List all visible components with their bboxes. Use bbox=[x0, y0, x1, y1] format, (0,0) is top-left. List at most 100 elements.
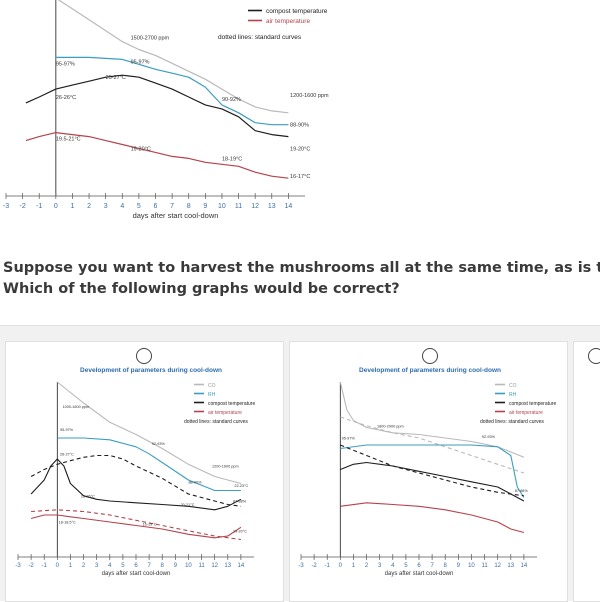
x-tick-label: 4 bbox=[108, 563, 112, 569]
data-label: 1800-2900 ppm bbox=[377, 424, 404, 428]
x-tick-label: 9 bbox=[203, 203, 207, 210]
series-line bbox=[340, 444, 525, 498]
option-c-radio[interactable] bbox=[588, 348, 600, 364]
x-tick-label: 5 bbox=[137, 203, 141, 210]
x-tick-label: 6 bbox=[417, 563, 421, 569]
x-tick-label: 12 bbox=[211, 563, 218, 569]
x-tick-label: 9 bbox=[174, 563, 178, 569]
x-tick-label: 13 bbox=[268, 203, 276, 210]
data-label: 95-97% bbox=[342, 437, 356, 441]
legend-label: CO bbox=[509, 383, 517, 389]
series-line bbox=[30, 458, 242, 511]
x-tick-label: 13 bbox=[224, 563, 231, 569]
x-tick-label: 8 bbox=[161, 563, 165, 569]
option-card-b[interactable]: Development of parameters during cool-do… bbox=[289, 341, 568, 602]
x-tick-label: 6 bbox=[154, 203, 158, 210]
x-tick-label: 3 bbox=[378, 563, 382, 569]
legend-note: dotted lines: standard curves bbox=[480, 419, 544, 425]
chart-title: Development of parameters during cool-do… bbox=[359, 367, 501, 374]
data-label: 87-88% bbox=[515, 489, 529, 493]
x-tick-label: 6 bbox=[134, 563, 138, 569]
x-tick-label: 9 bbox=[457, 563, 461, 569]
series-line bbox=[57, 437, 241, 492]
x-tick-label: 1 bbox=[69, 563, 73, 569]
x-tick-label: 11 bbox=[198, 563, 205, 569]
legend-label: RH bbox=[208, 392, 216, 398]
x-tick-label: 4 bbox=[120, 203, 124, 210]
data-label: 26-26°C bbox=[56, 95, 76, 101]
x-tick-label: 10 bbox=[185, 563, 192, 569]
x-tick-label: -3 bbox=[15, 563, 21, 569]
option-b-radio[interactable] bbox=[422, 348, 438, 364]
x-tick-label: 4 bbox=[391, 563, 395, 569]
x-tick-label: 7 bbox=[147, 563, 151, 569]
data-label: 19-20°C bbox=[290, 146, 310, 152]
x-tick-label: 7 bbox=[170, 203, 174, 210]
x-tick-label: 11 bbox=[481, 563, 488, 569]
x-tick-label: 2 bbox=[82, 563, 86, 569]
legend-label: compost temperature bbox=[266, 8, 328, 15]
option-card-c[interactable] bbox=[573, 341, 600, 602]
question-line-1: Suppose you want to harvest the mushroom… bbox=[3, 260, 600, 276]
x-tick-label: 10 bbox=[218, 203, 226, 210]
x-tick-label: 3 bbox=[95, 563, 99, 569]
data-label: 95-97% bbox=[56, 61, 75, 67]
series-line bbox=[57, 0, 289, 114]
data-label: 19-20°C bbox=[233, 529, 247, 533]
data-label: 90-92% bbox=[222, 97, 241, 103]
series-line bbox=[339, 381, 525, 458]
x-axis-label: days after start cool-down bbox=[133, 211, 219, 220]
x-tick-label: 0 bbox=[56, 563, 60, 569]
x-tick-label: -1 bbox=[42, 563, 48, 569]
legend-label: compost temperature bbox=[509, 401, 556, 407]
data-label: 95-97% bbox=[131, 59, 150, 65]
x-tick-label: 14 bbox=[238, 563, 245, 569]
series-line bbox=[340, 444, 524, 497]
data-label: 95-97% bbox=[60, 428, 74, 432]
legend-note: dotted lines: standard curves bbox=[218, 34, 302, 41]
x-axis-label: days after start cool-down bbox=[102, 571, 171, 577]
data-label: 18-18.5°C bbox=[59, 521, 76, 525]
question-line-2: Which of the following graphs would be c… bbox=[3, 281, 400, 297]
option-card-a[interactable]: Development of parameters during cool-do… bbox=[5, 341, 284, 602]
data-label: 92-93% bbox=[152, 442, 166, 446]
series-line bbox=[31, 509, 241, 541]
legend-label: compost temperature bbox=[208, 401, 255, 407]
x-tick-label: 11 bbox=[235, 203, 242, 210]
series-line bbox=[340, 461, 525, 502]
x-tick-label: 2 bbox=[87, 203, 91, 210]
legend-label: air temperature bbox=[509, 410, 543, 416]
data-label: 1000-1600 ppm bbox=[63, 405, 90, 409]
x-axis-label: days after start cool-down bbox=[385, 571, 454, 577]
x-tick-label: 1 bbox=[70, 203, 74, 210]
data-label: 88-90% bbox=[290, 123, 309, 129]
x-tick-label: 14 bbox=[521, 563, 528, 569]
x-tick-label: -2 bbox=[19, 203, 25, 210]
x-tick-label: -3 bbox=[3, 203, 9, 210]
option-a-radio[interactable] bbox=[136, 348, 152, 364]
series-line bbox=[30, 454, 241, 507]
x-tick-label: 3 bbox=[104, 203, 108, 210]
data-label: 19-20°C bbox=[131, 146, 151, 152]
x-tick-label: 12 bbox=[494, 563, 501, 569]
x-tick-label: 13 bbox=[507, 563, 514, 569]
data-label: 16-17°C bbox=[290, 174, 310, 180]
data-label: 26-27°C bbox=[60, 452, 74, 456]
data-label: 25-26°C bbox=[81, 494, 95, 498]
data-label: 1200-1600 ppm bbox=[290, 93, 329, 99]
data-label: 1500-2700 ppm bbox=[131, 36, 170, 42]
x-tick-label: 5 bbox=[121, 563, 125, 569]
data-label: 92-93% bbox=[482, 435, 496, 439]
option-b-chart: Development of parameters during cool-do… bbox=[298, 367, 556, 577]
series-line bbox=[25, 74, 289, 138]
data-label: 19.5-21°C bbox=[56, 137, 81, 143]
x-tick-label: 2 bbox=[365, 563, 369, 569]
data-label: 25-27°C bbox=[106, 75, 126, 81]
option-a-chart: Development of parameters during cool-do… bbox=[15, 367, 255, 577]
series-line bbox=[55, 56, 289, 126]
x-tick-label: -2 bbox=[28, 563, 34, 569]
data-label: 87-88% bbox=[233, 500, 247, 504]
x-tick-label: 0 bbox=[339, 563, 343, 569]
series-line bbox=[340, 502, 525, 534]
data-label: 18-19°C bbox=[222, 156, 242, 162]
